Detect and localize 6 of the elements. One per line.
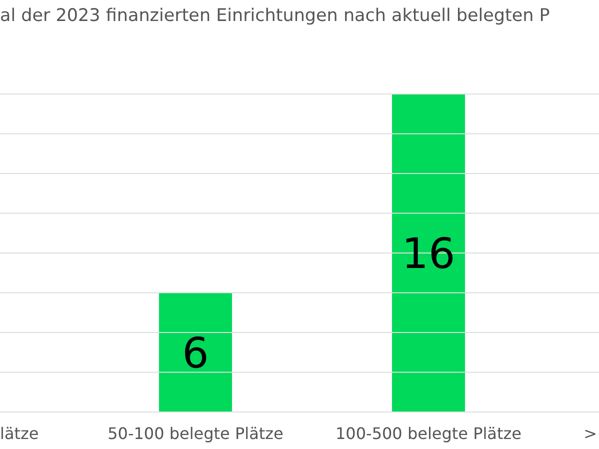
x-tick-label: >	[584, 424, 597, 443]
chart-title: al der 2023 finanzierten Einrichtungen nach aktuell belegten P	[0, 6, 550, 26]
data-label: 6	[182, 328, 209, 378]
x-tick-label: 100-500 belegte Plätze	[336, 424, 522, 443]
x-tick-label: lätze	[0, 424, 39, 443]
x-tick-label: 50-100 belegte Plätze	[108, 424, 284, 443]
